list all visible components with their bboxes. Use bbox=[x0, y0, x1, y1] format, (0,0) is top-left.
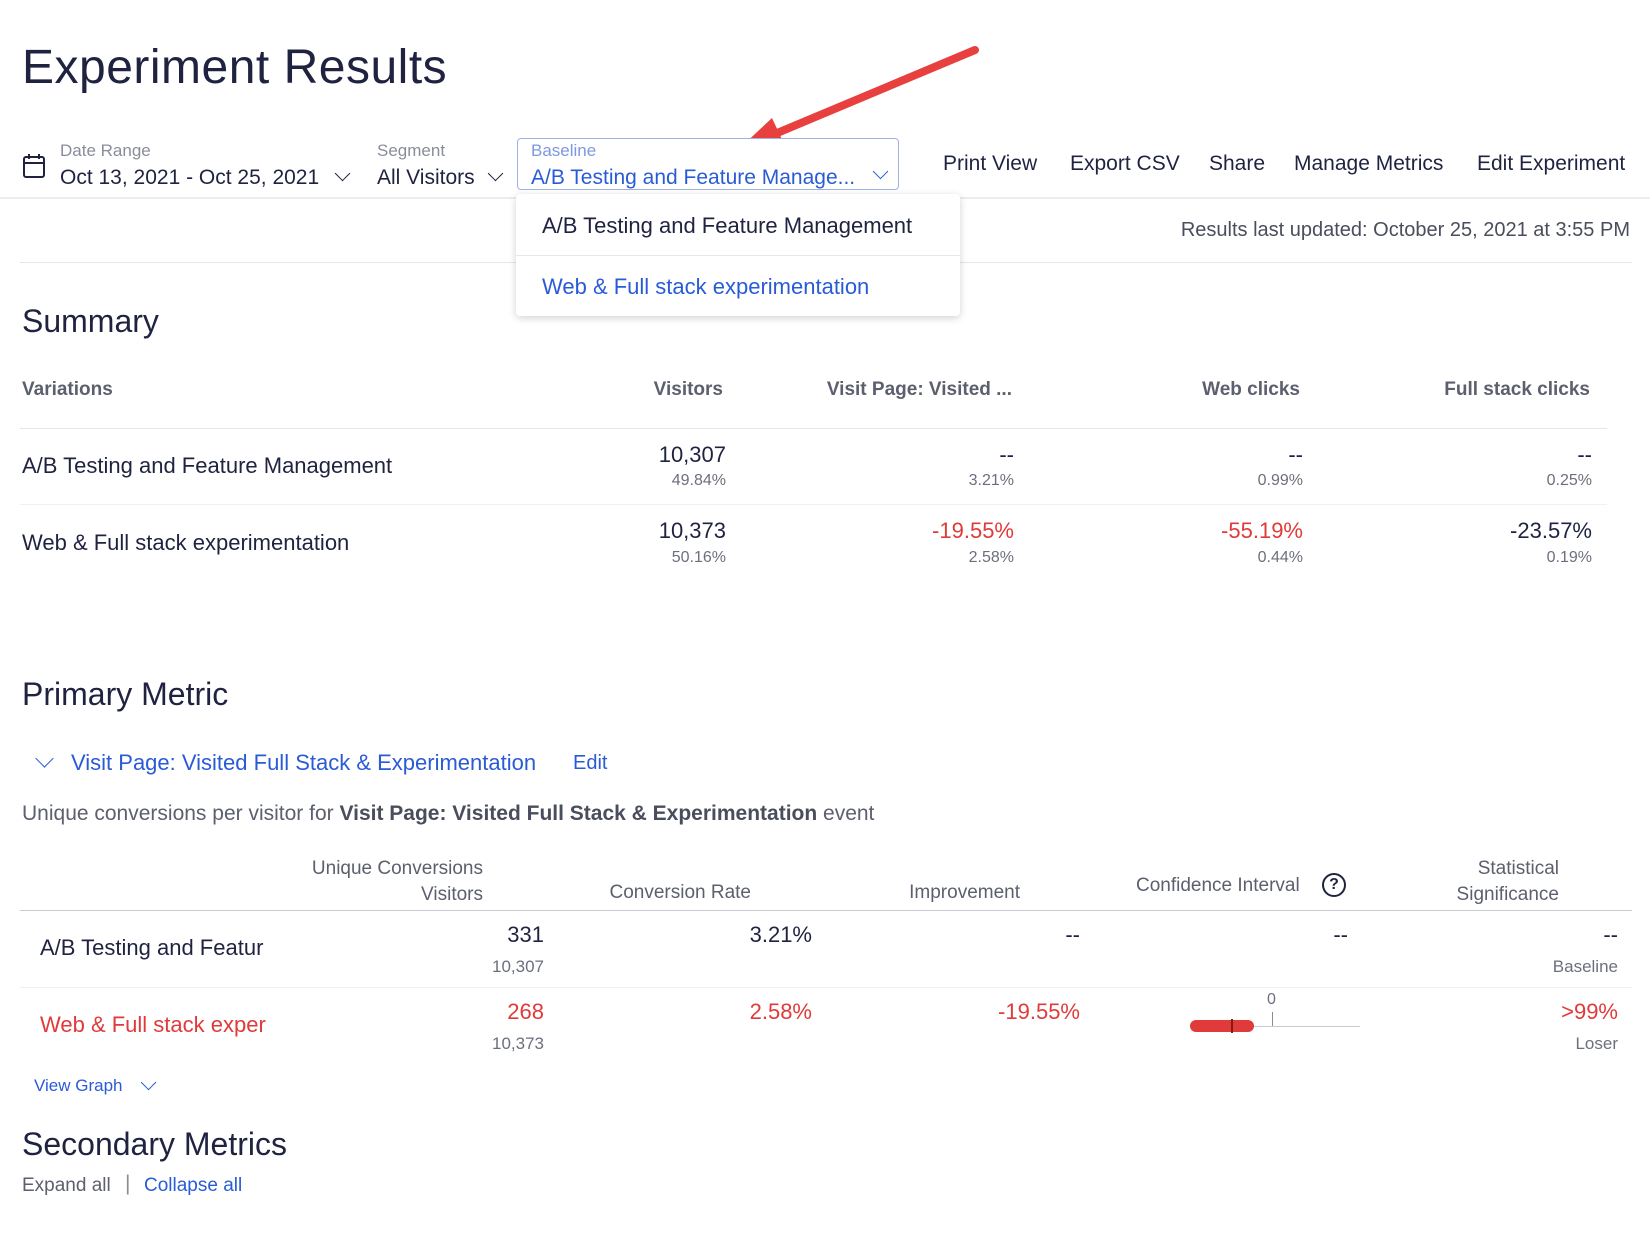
col-variations: Variations bbox=[22, 379, 113, 400]
menu-item-web-fullstack[interactable]: Web & Full stack experimentation bbox=[542, 274, 870, 299]
fullstack-improvement: -- bbox=[1577, 442, 1592, 467]
baseline-value[interactable]: A/B Testing and Feature Manage... bbox=[531, 166, 856, 189]
visit-page-rate: 3.21% bbox=[968, 472, 1014, 489]
desc-prefix: Unique conversions per visitor for bbox=[22, 802, 340, 825]
web-clicks-rate: 0.44% bbox=[1257, 549, 1303, 566]
fullstack-rate: 0.25% bbox=[1546, 472, 1592, 489]
desc-event-name: Visit Page: Visited Full Stack & Experim… bbox=[339, 802, 818, 825]
page-title: Experiment Results bbox=[22, 41, 448, 94]
secondary-metrics-title: Secondary Metrics bbox=[22, 1126, 287, 1162]
chevron-down-icon[interactable] bbox=[35, 749, 54, 768]
ci-bar bbox=[1190, 1020, 1254, 1032]
significance: -- bbox=[1603, 922, 1618, 947]
date-range-select[interactable]: Oct 13, 2021 - Oct 25, 2021 bbox=[60, 166, 320, 189]
calendar-icon bbox=[23, 154, 45, 178]
baseline-dropdown-menu: A/B Testing and Feature Management Web &… bbox=[516, 194, 960, 316]
col-visit-page: Visit Page: Visited ... bbox=[826, 379, 1012, 400]
col-improvement: Improvement bbox=[909, 882, 1020, 903]
significance: >99% bbox=[1561, 999, 1618, 1024]
confidence-interval: -- bbox=[1333, 922, 1348, 947]
divider bbox=[20, 428, 1607, 429]
collapse-all-link[interactable]: Collapse all bbox=[144, 1175, 243, 1196]
print-view-link[interactable]: Print View bbox=[943, 152, 1038, 175]
fullstack-improvement: -23.57% bbox=[1510, 518, 1592, 543]
divider bbox=[20, 910, 1632, 911]
help-circle-icon[interactable]: ? bbox=[1322, 873, 1346, 897]
visit-page-improvement: -19.55% bbox=[932, 518, 1014, 543]
significance-label: Loser bbox=[1575, 1034, 1618, 1053]
col-statistical: Statistical bbox=[1477, 858, 1559, 879]
col-unique-conversions: Unique Conversions bbox=[311, 858, 483, 879]
web-clicks-improvement: -- bbox=[1288, 442, 1303, 467]
menu-divider bbox=[516, 255, 960, 256]
col-fullstack-clicks: Full stack clicks bbox=[1444, 379, 1590, 400]
summary-title: Summary bbox=[22, 303, 159, 339]
conversions-count: 331 bbox=[507, 922, 544, 947]
col-visitors: Visitors bbox=[653, 379, 723, 400]
primary-metric-title: Primary Metric bbox=[22, 676, 229, 712]
divider bbox=[20, 504, 1607, 505]
col-significance: Significance bbox=[1456, 884, 1559, 905]
ci-axis bbox=[1196, 1026, 1360, 1027]
variation-name: Web & Full stack experimentation bbox=[22, 530, 350, 555]
visit-page-improvement: -- bbox=[999, 442, 1014, 467]
visitors-count: 10,373 bbox=[658, 518, 726, 543]
significance-label: Baseline bbox=[1552, 957, 1618, 976]
chevron-down-icon[interactable] bbox=[487, 165, 504, 182]
ci-zero-line bbox=[1272, 1012, 1273, 1026]
ci-zero-label: 0 bbox=[1267, 991, 1276, 1008]
segment-label: Segment bbox=[377, 141, 446, 160]
view-graph-link[interactable]: View Graph bbox=[34, 1076, 123, 1095]
variation-name: Web & Full stack exper bbox=[40, 1012, 266, 1037]
visit-page-rate: 2.58% bbox=[968, 549, 1014, 566]
baseline-select[interactable] bbox=[517, 138, 899, 190]
metric-description: Unique conversions per visitor for Visit… bbox=[22, 802, 874, 826]
web-clicks-rate: 0.99% bbox=[1257, 472, 1303, 489]
conversion-rate: 3.21% bbox=[749, 922, 812, 947]
desc-suffix: event bbox=[817, 802, 875, 825]
results-updated-text: Results last updated: October 25, 2021 a… bbox=[1180, 219, 1630, 241]
edit-metric-link[interactable]: Edit bbox=[573, 752, 608, 774]
variation-name: A/B Testing and Feature Management bbox=[22, 453, 393, 478]
divider bbox=[20, 987, 1632, 988]
menu-item-ab-testing[interactable]: A/B Testing and Feature Management bbox=[542, 213, 913, 238]
segment-select[interactable]: All Visitors bbox=[377, 166, 475, 189]
share-link[interactable]: Share bbox=[1209, 152, 1266, 175]
primary-metric-name[interactable]: Visit Page: Visited Full Stack & Experim… bbox=[71, 750, 537, 775]
baseline-label: Baseline bbox=[531, 141, 597, 160]
improvement: -- bbox=[1065, 922, 1080, 947]
improvement: -19.55% bbox=[998, 999, 1080, 1024]
visitors-percent: 49.84% bbox=[671, 472, 726, 489]
chevron-down-icon[interactable] bbox=[334, 165, 351, 182]
visitors-count: 10,373 bbox=[492, 1034, 544, 1053]
conversions-count: 268 bbox=[507, 999, 544, 1024]
col-visitors: Visitors bbox=[421, 884, 483, 905]
expand-all-link[interactable]: Expand all bbox=[22, 1175, 111, 1196]
visitors-count: 10,307 bbox=[492, 957, 544, 976]
fullstack-rate: 0.19% bbox=[1546, 549, 1592, 566]
col-web-clicks: Web clicks bbox=[1202, 379, 1300, 400]
visitors-percent: 50.16% bbox=[671, 549, 726, 566]
conversion-rate: 2.58% bbox=[749, 999, 812, 1024]
variation-name: A/B Testing and Featur bbox=[40, 935, 264, 960]
date-range-label: Date Range bbox=[60, 141, 151, 160]
chevron-down-icon[interactable] bbox=[140, 1074, 157, 1091]
manage-metrics-link[interactable]: Manage Metrics bbox=[1294, 152, 1444, 175]
edit-experiment-link[interactable]: Edit Experiment bbox=[1477, 152, 1626, 175]
col-conversion-rate: Conversion Rate bbox=[609, 882, 751, 903]
link-separator: | bbox=[125, 1172, 131, 1195]
web-clicks-improvement: -55.19% bbox=[1221, 518, 1303, 543]
export-csv-link[interactable]: Export CSV bbox=[1070, 152, 1180, 175]
ci-point bbox=[1231, 1019, 1233, 1033]
col-confidence-interval: Confidence Interval bbox=[1136, 875, 1300, 896]
visitors-count: 10,307 bbox=[658, 442, 726, 467]
